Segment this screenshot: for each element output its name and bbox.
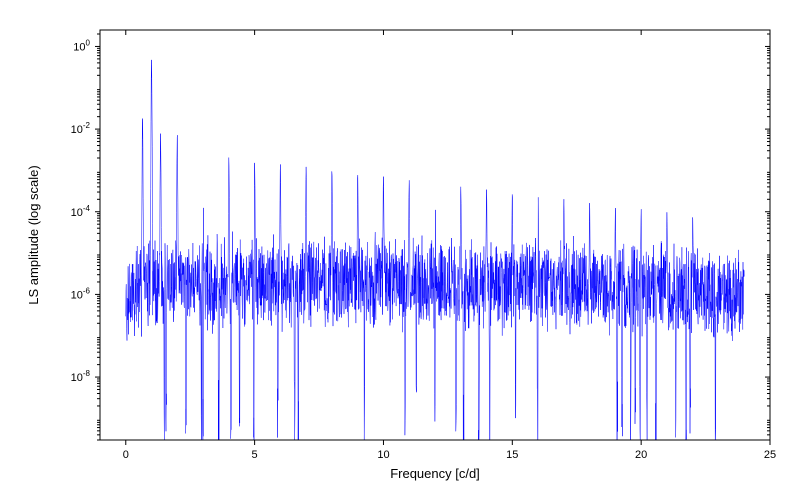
x-tick-label: 10 bbox=[377, 449, 389, 461]
x-tick-label: 15 bbox=[506, 449, 518, 461]
x-tick-label: 0 bbox=[123, 449, 129, 461]
y-axis-label: LS amplitude (log scale) bbox=[26, 165, 41, 304]
plot-background bbox=[0, 0, 800, 500]
x-tick-label: 5 bbox=[252, 449, 258, 461]
x-tick-label: 25 bbox=[764, 449, 776, 461]
x-tick-label: 20 bbox=[635, 449, 647, 461]
x-axis-label: Frequency [c/d] bbox=[390, 466, 480, 481]
periodogram-chart: 051015202510-810-610-410-2100 Frequency … bbox=[0, 0, 800, 500]
